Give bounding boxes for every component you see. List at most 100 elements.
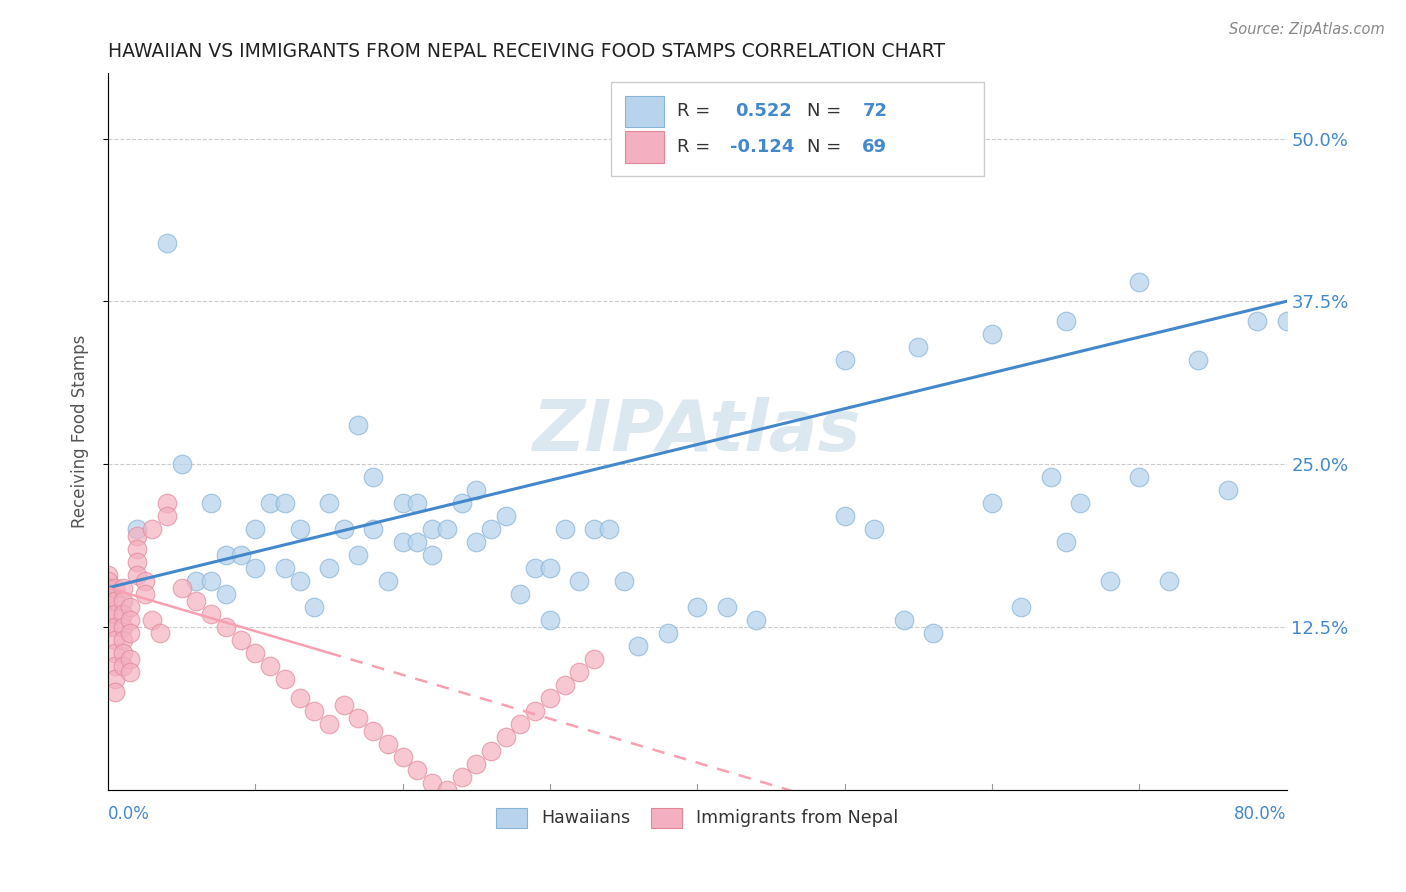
Point xyxy=(332,522,354,536)
Point xyxy=(274,672,297,686)
Point xyxy=(907,340,929,354)
Text: 69: 69 xyxy=(862,138,887,156)
Bar xyxy=(626,131,664,163)
Point xyxy=(657,626,679,640)
Point xyxy=(686,600,709,615)
Point xyxy=(120,600,142,615)
Point xyxy=(495,509,517,524)
Point xyxy=(186,594,208,608)
FancyBboxPatch shape xyxy=(612,82,984,176)
Point xyxy=(1128,275,1150,289)
Text: 0.522: 0.522 xyxy=(735,103,792,120)
Text: N =: N = xyxy=(807,103,846,120)
Point xyxy=(479,522,502,536)
Point xyxy=(406,535,429,549)
Point xyxy=(274,496,297,510)
Point xyxy=(97,594,120,608)
Point xyxy=(318,561,340,575)
Point xyxy=(104,646,127,660)
Point xyxy=(200,607,222,621)
Point xyxy=(104,632,127,647)
Point xyxy=(104,594,127,608)
Point xyxy=(1069,496,1091,510)
Point xyxy=(1054,535,1077,549)
Point xyxy=(1010,600,1032,615)
Point xyxy=(361,723,384,738)
Point xyxy=(450,496,472,510)
Point xyxy=(922,626,945,640)
Point xyxy=(170,457,193,471)
Point xyxy=(524,705,547,719)
Point xyxy=(104,607,127,621)
Point xyxy=(186,574,208,589)
Point xyxy=(97,581,120,595)
Point xyxy=(111,620,134,634)
Point xyxy=(598,522,620,536)
Point xyxy=(1216,483,1239,497)
Point xyxy=(111,632,134,647)
Point xyxy=(361,522,384,536)
Point xyxy=(245,646,267,660)
Point xyxy=(583,522,606,536)
Point xyxy=(104,672,127,686)
Point xyxy=(127,567,149,582)
Point xyxy=(1157,574,1180,589)
Text: 0.0%: 0.0% xyxy=(108,805,150,823)
Text: HAWAIIAN VS IMMIGRANTS FROM NEPAL RECEIVING FOOD STAMPS CORRELATION CHART: HAWAIIAN VS IMMIGRANTS FROM NEPAL RECEIV… xyxy=(108,42,945,61)
Point xyxy=(97,567,120,582)
Point xyxy=(893,613,915,627)
Point xyxy=(716,600,738,615)
Point xyxy=(479,743,502,757)
Point xyxy=(1187,352,1209,367)
Point xyxy=(304,705,326,719)
Point xyxy=(141,613,163,627)
Y-axis label: Receiving Food Stamps: Receiving Food Stamps xyxy=(72,334,89,528)
Point xyxy=(200,496,222,510)
Point xyxy=(361,470,384,484)
Point xyxy=(104,581,127,595)
Point xyxy=(509,717,531,731)
Point xyxy=(134,574,156,589)
Point xyxy=(245,561,267,575)
Point xyxy=(450,770,472,784)
Point xyxy=(111,581,134,595)
Point xyxy=(347,548,370,562)
Point xyxy=(288,574,311,589)
Point xyxy=(1039,470,1062,484)
Point xyxy=(981,496,1004,510)
Legend: Hawaiians, Immigrants from Nepal: Hawaiians, Immigrants from Nepal xyxy=(489,801,905,835)
Point xyxy=(215,548,238,562)
Point xyxy=(538,561,561,575)
Point xyxy=(377,737,399,751)
Point xyxy=(420,548,443,562)
Point xyxy=(120,665,142,680)
Point xyxy=(568,665,591,680)
Point xyxy=(981,326,1004,341)
Point xyxy=(259,658,281,673)
Point xyxy=(104,658,127,673)
Text: ZIPAtlas: ZIPAtlas xyxy=(533,397,862,466)
Point xyxy=(1054,314,1077,328)
Point xyxy=(318,496,340,510)
Point xyxy=(495,731,517,745)
Point xyxy=(127,529,149,543)
Point xyxy=(111,658,134,673)
Point xyxy=(141,522,163,536)
Point xyxy=(509,587,531,601)
Point xyxy=(554,678,576,692)
Point xyxy=(627,640,650,654)
Point xyxy=(1098,574,1121,589)
Point xyxy=(111,594,134,608)
Point xyxy=(127,522,149,536)
Bar xyxy=(626,95,664,128)
Point xyxy=(332,698,354,712)
Point xyxy=(834,352,856,367)
Point xyxy=(1275,314,1298,328)
Point xyxy=(391,750,413,764)
Point xyxy=(465,535,488,549)
Point xyxy=(156,235,179,250)
Point xyxy=(245,522,267,536)
Point xyxy=(420,776,443,790)
Point xyxy=(420,522,443,536)
Point xyxy=(104,620,127,634)
